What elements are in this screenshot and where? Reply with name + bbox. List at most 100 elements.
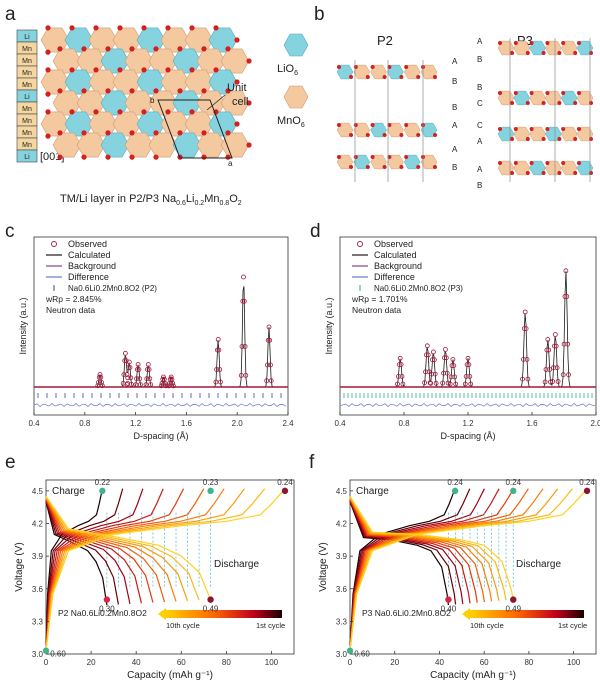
state-marker xyxy=(510,487,517,495)
x-tick-label: 0.8 xyxy=(398,419,410,428)
oxygen-atom xyxy=(201,46,207,52)
discharge-curve xyxy=(45,499,142,604)
oxygen-atom xyxy=(129,130,135,136)
charge-curve xyxy=(349,488,559,651)
oxygen-atom xyxy=(513,127,518,131)
x-tick-label: 0 xyxy=(44,658,49,667)
observed-point xyxy=(121,372,127,378)
oxygen-atom xyxy=(529,127,534,131)
na-content-label: 0.40 xyxy=(441,605,457,614)
state-marker xyxy=(451,487,459,495)
plot-frame xyxy=(349,479,597,655)
x-tick-label: 2.0 xyxy=(232,419,244,428)
observed-point xyxy=(451,363,457,369)
oxygen-atom xyxy=(189,25,195,31)
mno6-octahedron xyxy=(76,132,106,158)
oxygen-atom xyxy=(382,75,387,79)
charge-curve xyxy=(349,488,588,651)
mno6-octahedron xyxy=(370,154,387,170)
discharge-curve xyxy=(45,499,154,603)
oxygen-atom xyxy=(189,109,195,115)
oxygen-atom xyxy=(353,155,358,159)
oxygen-atom xyxy=(141,67,147,73)
oxygen-atom xyxy=(370,155,375,159)
x-axis-label: Capacity (mAh g⁻¹) xyxy=(430,670,516,680)
mno6-octahedron xyxy=(545,90,562,106)
lio6-octahedron xyxy=(420,122,438,138)
oxygen-atom xyxy=(525,171,530,175)
observed-point xyxy=(553,343,559,349)
mno6-octahedron xyxy=(513,126,531,142)
observed-point xyxy=(423,352,429,358)
observed-point xyxy=(238,372,244,378)
oxygen-atom xyxy=(577,91,581,95)
oxygen-atom xyxy=(213,25,219,31)
oxygen-atom xyxy=(387,123,392,127)
oxygen-atom xyxy=(213,67,219,73)
oxygen-atom xyxy=(177,46,183,52)
stack-cell xyxy=(16,149,38,163)
y-tick-label: 3.3 xyxy=(336,617,348,626)
oxygen-atom xyxy=(529,161,534,165)
panel-a-caption: TM/Li layer in P2/P3 Na0.6Li0.2Mn0.8O2 xyxy=(60,193,242,207)
lio6-octahedron xyxy=(403,154,421,170)
oxygen-atom xyxy=(153,46,159,52)
y-axis-label: Voltage (V) xyxy=(14,542,25,591)
oxygen-atom xyxy=(510,171,514,175)
legend-entry: Observed xyxy=(68,239,107,249)
discharge-curve xyxy=(349,497,493,602)
oxygen-atom xyxy=(510,101,514,105)
charge-curve xyxy=(45,488,266,651)
charge-curve xyxy=(349,488,544,651)
oxygen-atom xyxy=(498,161,502,165)
discharge-curve xyxy=(45,495,212,600)
oxygen-atom xyxy=(337,65,341,69)
difference-curve xyxy=(33,403,287,407)
p2-stacking-letter: B xyxy=(452,163,457,172)
oxygen-atom xyxy=(561,127,566,131)
observed-point xyxy=(465,355,471,361)
observed-point xyxy=(564,294,570,299)
oxygen-atom xyxy=(165,25,171,31)
oxygen-atom xyxy=(525,101,530,105)
mno6-subscript: 6 xyxy=(301,122,305,129)
oxygen-atom xyxy=(81,154,87,160)
observed-point xyxy=(463,373,469,379)
charge-curve xyxy=(45,488,144,651)
stack-label: Mn xyxy=(22,106,32,113)
stack-label: Mn xyxy=(22,46,32,53)
lattice-drawing: ba xyxy=(40,25,252,168)
observed-point xyxy=(398,362,404,368)
cycle-10-label: 10th cycle xyxy=(166,621,200,630)
legend-entry: Background xyxy=(374,261,422,271)
observed-point xyxy=(170,383,176,389)
unit-cell-label-line2: cell xyxy=(232,96,249,108)
oxygen-atom xyxy=(105,46,111,52)
observed-point xyxy=(134,376,140,382)
oxygen-atom xyxy=(589,137,593,141)
observed-point xyxy=(424,343,430,349)
unit-cell-label-line1: Unit xyxy=(227,82,247,94)
y-tick-label: 4.5 xyxy=(32,487,44,496)
mno6-octahedron xyxy=(403,122,421,138)
observed-point xyxy=(520,376,525,382)
observed-point xyxy=(466,362,472,368)
mno6-octahedron xyxy=(560,160,578,176)
x-tick-label: 20 xyxy=(87,658,96,667)
observed-point xyxy=(468,381,474,387)
stack-label: Mn xyxy=(22,142,32,149)
x-tick-label: 20 xyxy=(390,658,399,667)
formula-part: 2 xyxy=(238,200,242,207)
observed-point xyxy=(443,355,449,361)
oxygen-atom xyxy=(45,67,51,73)
oxygen-atom xyxy=(141,109,147,115)
charge-curve xyxy=(45,488,245,651)
oxygen-atom xyxy=(57,88,63,94)
x-tick-label: 0.8 xyxy=(79,419,91,428)
x-tick-label: 1.2 xyxy=(130,419,142,428)
oxygen-atom xyxy=(557,171,562,175)
lio6-octahedron xyxy=(560,90,578,106)
observed-point xyxy=(241,298,247,304)
oxygen-atom xyxy=(153,154,159,160)
